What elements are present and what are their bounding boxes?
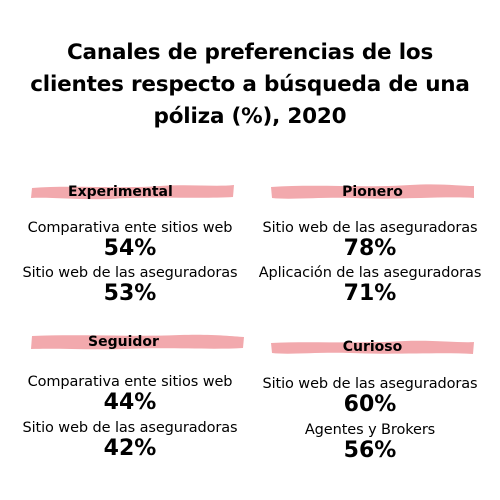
stat-label: Comparativa ente sitios web	[27, 374, 233, 390]
stat-item: Sitio web de las aseguradoras 53%	[5, 264, 255, 306]
stat-label: Comparativa ente sitios web	[27, 220, 233, 236]
stat-value: 53%	[103, 281, 157, 306]
stat-value: 42%	[103, 436, 157, 461]
stat-item: Comparativa ente sitios web 54%	[5, 219, 255, 261]
group-name: Pionero	[342, 184, 403, 200]
title-line-3: póliza (%), 2020	[153, 104, 347, 129]
group-heading-experimental: Experimental	[30, 183, 235, 201]
stat-item: Sitio web de las aseguradoras 60%	[245, 375, 495, 417]
highlight-brush	[271, 340, 474, 354]
stat-value: 56%	[343, 438, 397, 463]
stat-label: Agentes y Brokers	[304, 422, 436, 438]
stat-item: Agentes y Brokers 56%	[245, 421, 495, 463]
stat-label: Sitio web de las aseguradoras	[262, 376, 478, 392]
highlight-brush	[31, 334, 244, 350]
stat-value: 44%	[103, 390, 157, 415]
group-heading-seguidor: Seguidor	[30, 333, 245, 351]
title-line-2: clientes respecto a búsqueda de una	[30, 72, 470, 97]
chart-title: Canales de preferencias de los clientes …	[20, 37, 480, 133]
stat-label: Sitio web de las aseguradoras	[262, 220, 478, 236]
stat-label: Aplicación de las aseguradoras	[258, 265, 482, 281]
stat-item: Aplicación de las aseguradoras 71%	[245, 264, 495, 306]
group-heading-curioso: Curioso	[270, 338, 475, 356]
group-name: Seguidor	[88, 334, 159, 350]
stat-item: Sitio web de las aseguradoras 78%	[245, 219, 495, 261]
stat-item: Comparativa ente sitios web 44%	[5, 373, 255, 415]
group-seguidor: Seguidor Comparativa ente sitios web 44%…	[5, 328, 255, 478]
group-experimental: Experimental Comparativa ente sitios web…	[5, 175, 255, 325]
stat-label: Sitio web de las aseguradoras	[22, 265, 238, 281]
stat-label: Sitio web de las aseguradoras	[22, 420, 238, 436]
stat-value: 54%	[103, 236, 157, 261]
title-line-1: Canales de preferencias de los	[66, 40, 434, 65]
stat-value: 60%	[343, 392, 397, 417]
stat-value: 71%	[343, 281, 397, 306]
group-heading-pionero: Pionero	[270, 183, 475, 201]
group-name: Curioso	[342, 339, 403, 355]
stat-item: Sitio web de las aseguradoras 42%	[5, 419, 255, 461]
stat-value: 78%	[343, 236, 397, 261]
highlight-brush	[31, 185, 234, 200]
highlight-brush	[271, 184, 474, 199]
group-curioso: Curioso Sitio web de las aseguradoras 60…	[245, 330, 495, 480]
group-pionero: Pionero Sitio web de las aseguradoras 78…	[245, 175, 495, 325]
group-name: Experimental	[68, 184, 173, 200]
